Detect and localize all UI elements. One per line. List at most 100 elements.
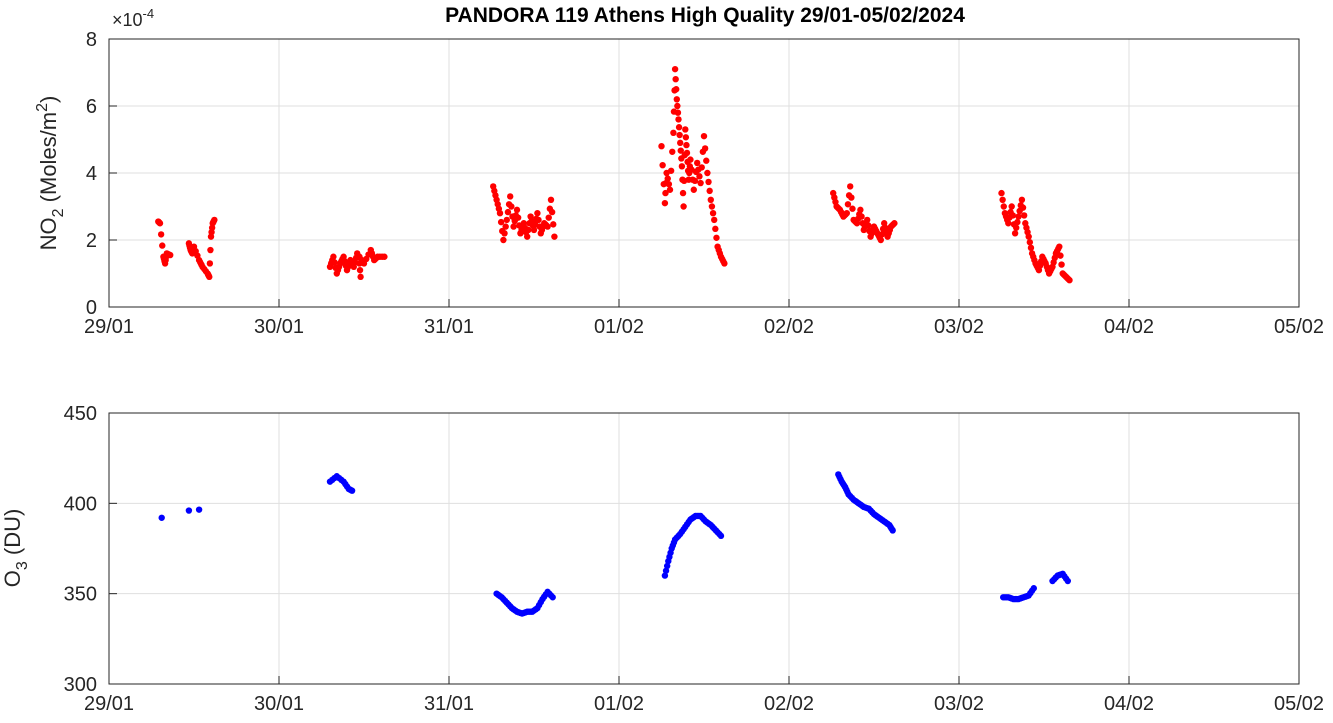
- no2-data-point: [1011, 230, 1019, 237]
- no2-data-point: [678, 163, 686, 170]
- o3-x-tick-label: 05/02: [1274, 693, 1324, 715]
- no2-y-tick-label: 2: [86, 230, 97, 252]
- no2-data-point: [167, 251, 174, 259]
- o3-points: [158, 471, 1072, 617]
- o3-gridlines: [109, 413, 1299, 684]
- no2-data-point: [709, 210, 717, 217]
- no2-data-point: [669, 148, 676, 155]
- no2-data-point: [548, 208, 556, 216]
- no2-data-point: [1005, 220, 1012, 227]
- no2-points: [155, 65, 1073, 284]
- o3-data-point: [661, 572, 669, 579]
- no2-data-point: [1009, 212, 1017, 219]
- no2-data-point: [701, 145, 709, 152]
- no2-data-point: [1019, 204, 1027, 211]
- no2-data-point: [1008, 203, 1015, 210]
- no2-data-point: [207, 246, 214, 254]
- o3-x-tick-label: 04/02: [1104, 693, 1154, 715]
- no2-data-point: [673, 96, 680, 103]
- no2-data-point: [703, 157, 710, 164]
- no2-data-point: [211, 216, 218, 224]
- no2-data-point: [704, 169, 711, 177]
- no2-data-point: [500, 236, 507, 244]
- o3-data-point: [1064, 577, 1072, 585]
- no2-data-point: [998, 189, 1005, 197]
- no2-data-point: [206, 273, 213, 281]
- no2-data-point: [159, 242, 166, 249]
- no2-y-tick-label: 4: [86, 163, 97, 185]
- o3-y-axis-label: O3 (DU): [0, 509, 31, 588]
- no2-data-point: [1025, 233, 1032, 240]
- no2-data-point: [667, 167, 675, 174]
- no2-data-point: [206, 260, 214, 267]
- o3-x-tick-label: 30/01: [254, 693, 304, 715]
- no2-x-tick-labels: 29/01 30/01 31/01 01/02 02/02 03/02 04/02 05/02: [84, 299, 1324, 338]
- figure-title: PANDORA 119 Athens High Quality 29/01-05…: [445, 4, 965, 27]
- no2-data-point: [662, 189, 669, 197]
- no2-data-point: [696, 173, 703, 180]
- no2-data-point: [1026, 239, 1034, 246]
- no2-data-point: [858, 213, 865, 220]
- no2-x-tick-label: 01/02: [594, 316, 644, 338]
- no2-data-point: [708, 203, 716, 210]
- o3-data-point: [1030, 585, 1038, 592]
- no2-x-tick-label: 03/02: [934, 316, 984, 338]
- no2-data-point: [670, 129, 677, 136]
- no2-data-point: [504, 208, 512, 216]
- no2-data-point: [848, 194, 855, 201]
- no2-data-point: [1058, 261, 1065, 268]
- no2-data-point: [1014, 218, 1021, 226]
- no2-data-point: [849, 205, 856, 212]
- o3-data-point: [549, 594, 556, 601]
- no2-data-point: [683, 141, 690, 149]
- o3-panel: 29/01 30/01 31/01 01/02 02/02 03/02 04/02 05/02…: [0, 403, 1324, 715]
- no2-data-point: [551, 233, 558, 240]
- no2-data-point: [1018, 196, 1026, 203]
- no2-data-point: [679, 189, 687, 197]
- no2-data-point: [356, 266, 364, 274]
- no2-data-point: [697, 179, 704, 187]
- no2-data-point: [665, 180, 673, 188]
- no2-data-point: [721, 260, 728, 267]
- no2-data-point: [331, 259, 338, 266]
- no2-data-point: [877, 236, 884, 244]
- o3-x-tick-label: 02/02: [764, 693, 814, 715]
- no2-data-point: [1015, 213, 1022, 220]
- no2-data-point: [547, 196, 555, 203]
- o3-data-point: [663, 562, 671, 570]
- no2-data-point: [381, 253, 388, 260]
- no2-data-point: [534, 210, 541, 217]
- o3-x-tick-label: 03/02: [934, 693, 984, 715]
- o3-data-point: [158, 514, 165, 521]
- o3-axes-frame: [108, 412, 1300, 685]
- o3-data-point: [662, 567, 670, 574]
- no2-data-point: [1027, 244, 1035, 252]
- no2-data-point: [1013, 224, 1020, 231]
- no2-data-point: [659, 161, 666, 169]
- no2-data-point: [677, 139, 684, 147]
- o3-y-tick-label: 300: [64, 674, 97, 696]
- no2-data-point: [544, 223, 551, 230]
- no2-data-point: [706, 187, 713, 195]
- no2-data-point: [502, 223, 509, 230]
- no2-data-point: [675, 116, 682, 123]
- no2-data-point: [673, 86, 680, 93]
- no2-x-tick-label: 29/01: [84, 316, 134, 338]
- no2-y-axis-label: NO2 (Moles/m2): [34, 96, 67, 251]
- no2-data-point: [1020, 212, 1028, 219]
- o3-x-tick-label: 01/02: [594, 693, 644, 715]
- o3-data-point: [185, 507, 193, 514]
- no2-data-point: [671, 65, 679, 73]
- no2-data-point: [712, 225, 719, 233]
- no2-data-point: [857, 206, 864, 214]
- o3-data-point: [348, 487, 356, 494]
- no2-x-tick-label: 05/02: [1274, 316, 1324, 338]
- no2-data-point: [658, 143, 665, 150]
- o3-x-tick-label: 31/01: [424, 693, 474, 715]
- no2-data-point: [713, 234, 720, 241]
- no2-data-point: [508, 203, 515, 210]
- no2-data-point: [700, 132, 708, 140]
- no2-data-point: [535, 216, 542, 224]
- no2-data-point: [503, 216, 510, 224]
